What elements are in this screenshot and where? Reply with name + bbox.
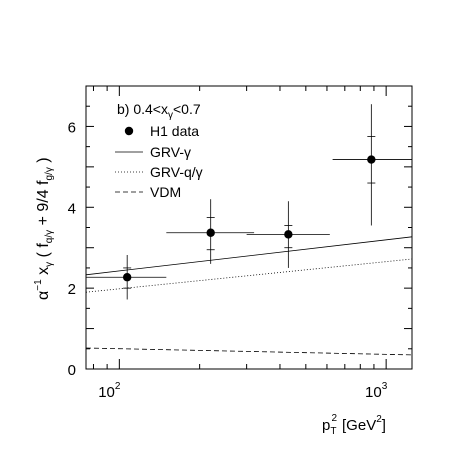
curve-dotted: [85, 258, 413, 293]
x-axis-label-subscript: T: [330, 426, 336, 437]
theory-curves: [85, 236, 413, 356]
curve-solid: [85, 236, 413, 276]
legend-label: VDM: [150, 184, 181, 200]
x-axis-label-superscript: 2: [331, 413, 337, 424]
plot-frame: [85, 85, 413, 370]
data-point: [86, 254, 167, 300]
y-tick-label: 4: [68, 200, 76, 217]
data-marker: [206, 228, 215, 237]
x-axis-label-unit-superscript: 2: [376, 414, 382, 425]
x-axis-label-unit-close: ]: [382, 417, 386, 434]
legend-entry: GRV-q/γ: [115, 164, 203, 180]
panel-label: b) 0.4<xγ<0.7: [117, 101, 201, 121]
data-points: [86, 104, 412, 300]
legend-entry: GRV-γ: [115, 144, 191, 160]
data-marker: [284, 230, 293, 239]
x-axis-label-unit: [GeV: [342, 417, 376, 434]
panel-label-tail: <0.7: [173, 101, 201, 117]
y-tick-label: 2: [68, 281, 76, 298]
x-tick-label-exponent: 3: [382, 381, 388, 392]
axes: 0 2 4 6 102 103: [68, 85, 413, 401]
data-point: [332, 104, 412, 226]
legend-entry: H1 data: [124, 123, 199, 139]
x-tick-label: 102: [98, 381, 121, 401]
legend-label: GRV-γ: [150, 144, 191, 160]
legend-marker: [124, 126, 134, 136]
legend-label: H1 data: [150, 123, 199, 139]
legend: H1 data GRV-γ GRV-q/γ VDM: [115, 123, 203, 200]
y-axis-label: α−1 xγ ( fq/γ + 9/4 fg/γ ): [33, 157, 55, 300]
legend-label: GRV-q/γ: [150, 164, 203, 180]
legend-entry: VDM: [115, 184, 181, 200]
data-point: [246, 201, 330, 268]
x-axis-label: pT2 [GeV2]: [322, 413, 386, 437]
data-marker: [367, 155, 376, 164]
x-tick-label: 103: [365, 381, 388, 401]
y-tick-label: 0: [68, 362, 76, 379]
curve-dashed: [85, 347, 413, 356]
panel-label-subscript: γ: [168, 110, 173, 121]
data-marker: [122, 273, 132, 282]
data-point: [166, 199, 255, 264]
y-tick-label: 6: [68, 119, 76, 136]
x-tick-label-exponent: 2: [115, 381, 121, 392]
